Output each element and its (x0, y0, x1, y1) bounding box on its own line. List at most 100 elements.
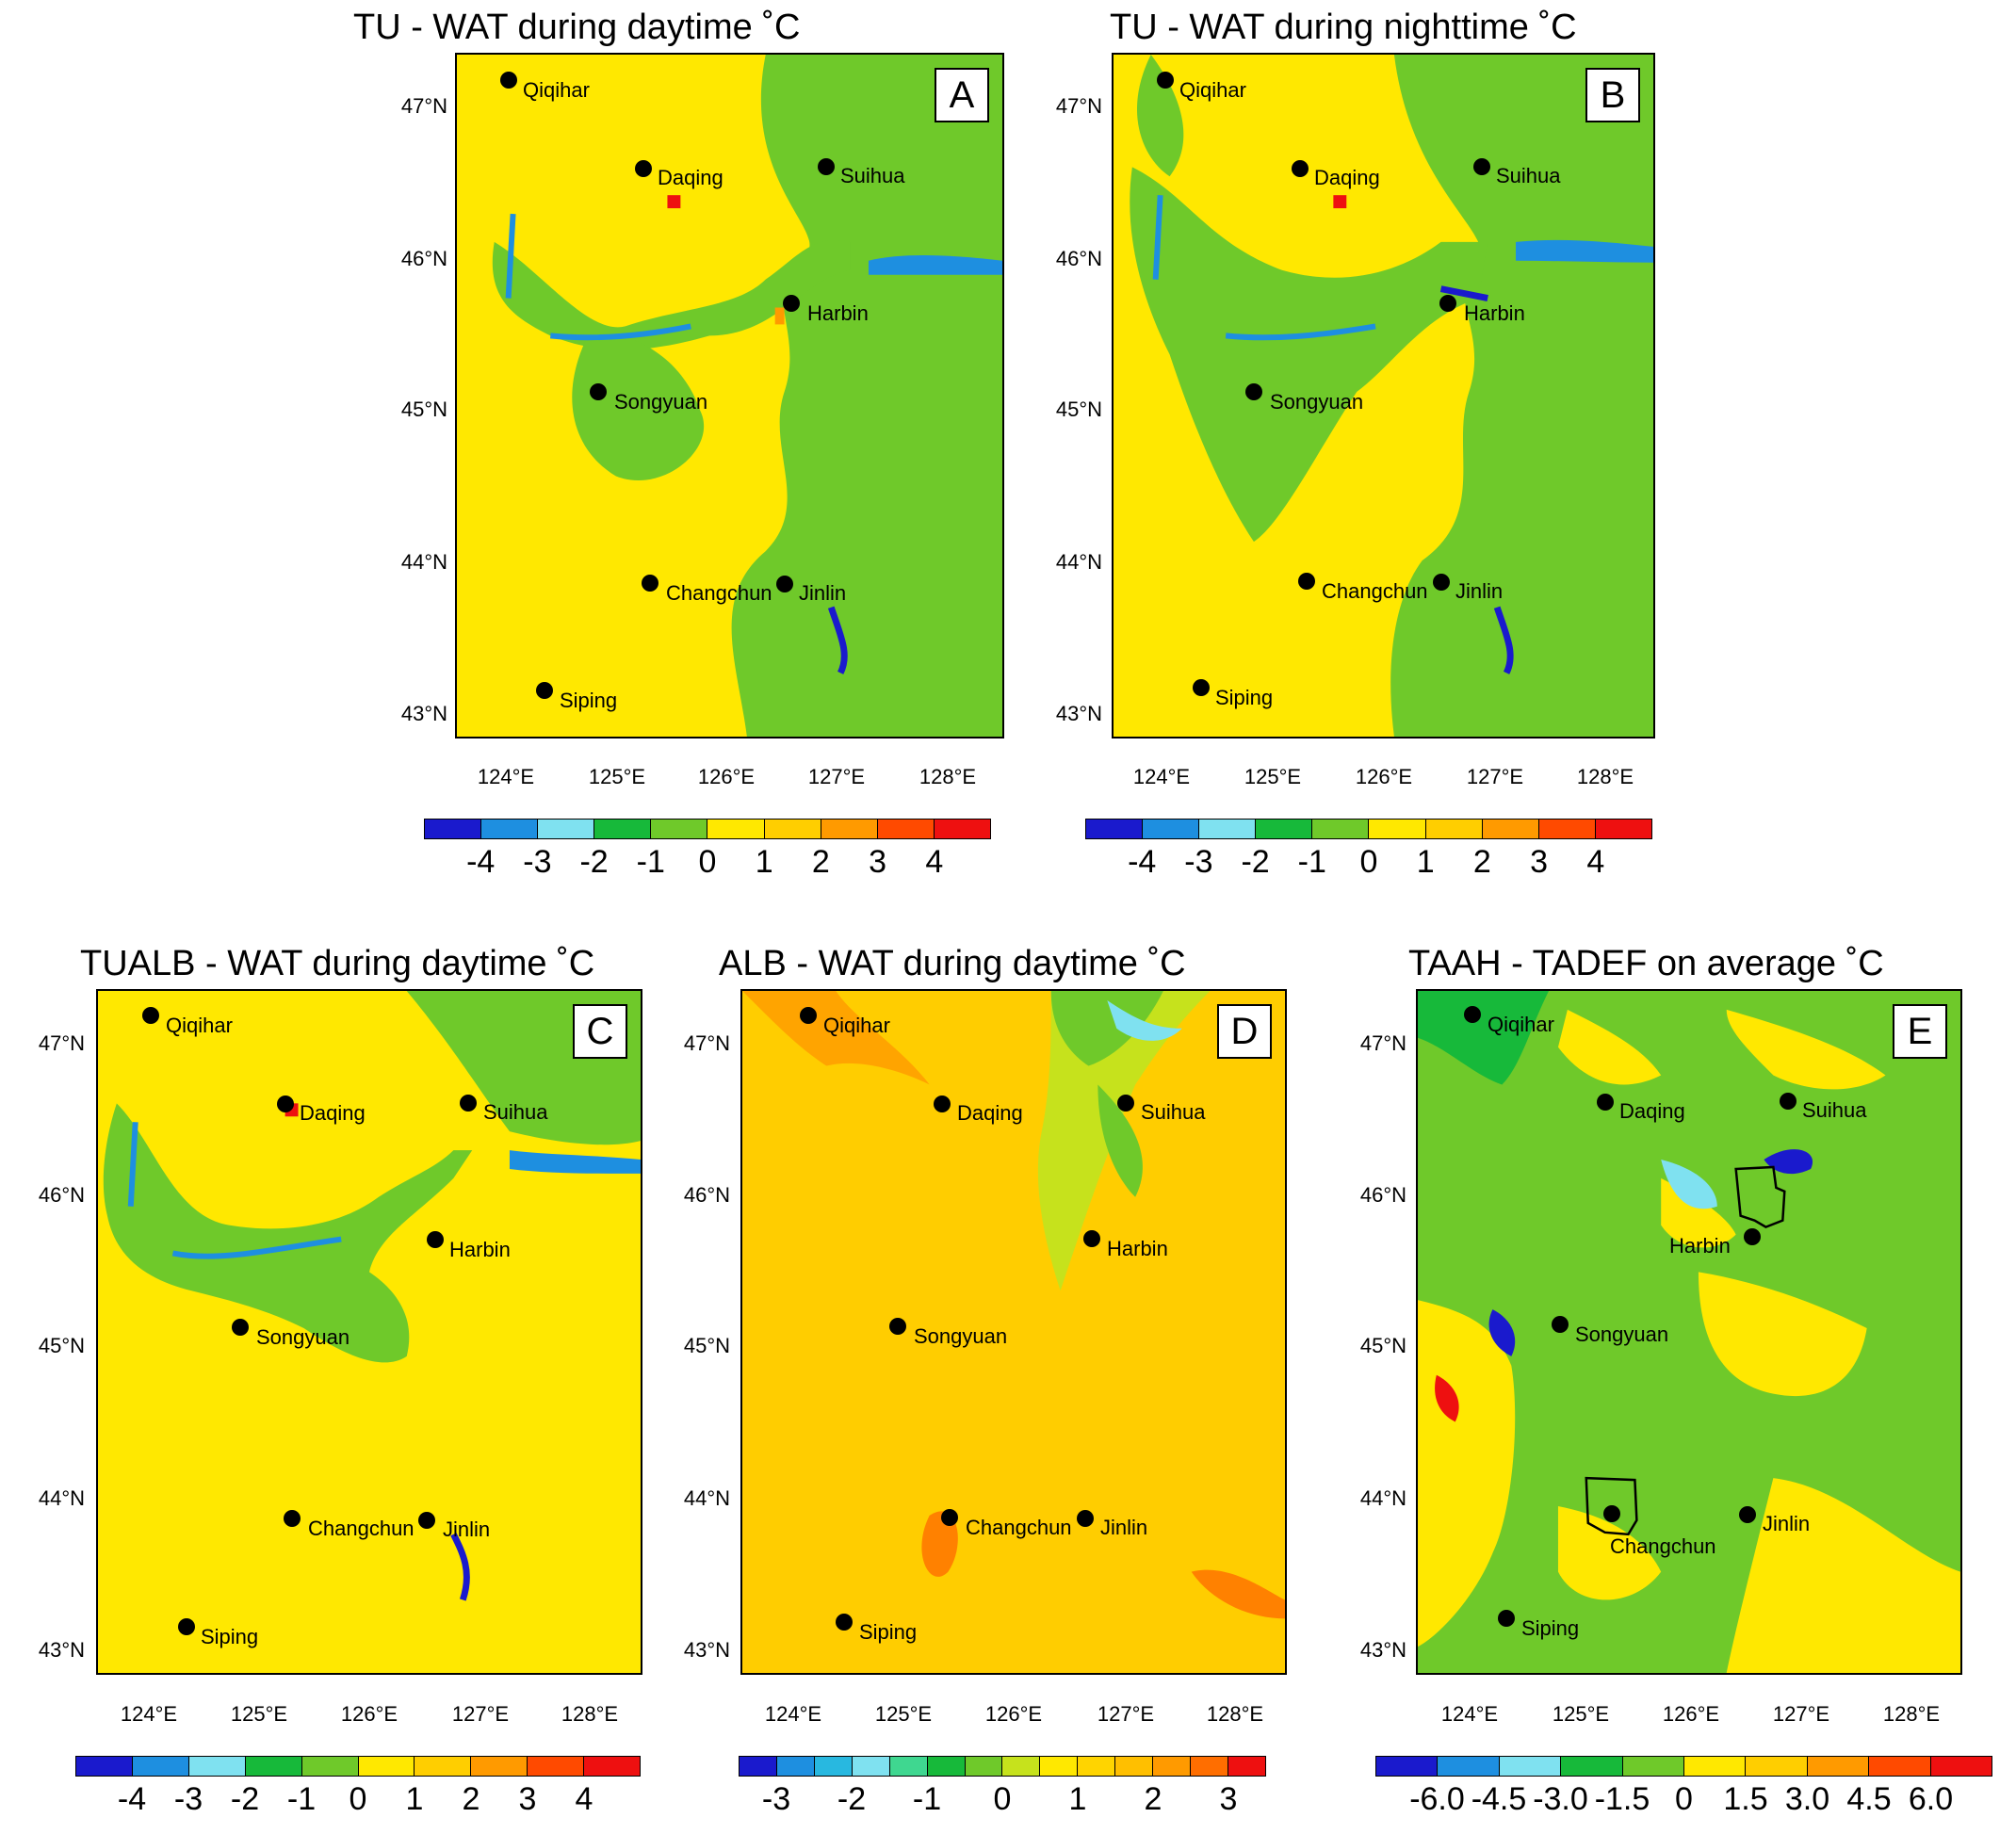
colorbar-swatch (877, 820, 935, 838)
colorbar-swatch (1376, 1757, 1439, 1776)
city-dot (836, 1614, 853, 1631)
colorbar-swatch (1191, 1757, 1228, 1776)
colorbar-label: -4 (117, 1781, 147, 1817)
lon-label: 126°E (697, 765, 756, 788)
city-label: Jinlin (443, 1518, 491, 1541)
city-dot (1498, 1610, 1515, 1627)
city-dot (418, 1512, 435, 1529)
city-dot (1439, 295, 1456, 312)
city-label: Changchun (308, 1517, 415, 1540)
city-label: Songyuan (1270, 390, 1364, 414)
colorbar-swatch (889, 1757, 928, 1776)
city-dot (1739, 1506, 1756, 1523)
colorbar-swatch (764, 820, 821, 838)
city-label: Daqing (300, 1101, 366, 1125)
colorbar-label: 0 (993, 1781, 1012, 1817)
colorbar-swatch (1153, 1757, 1192, 1776)
lon-label: 127°E (1097, 1702, 1155, 1726)
lon-label: 124°E (120, 1702, 178, 1726)
city-label: Jinlin (1100, 1516, 1148, 1539)
colorbar-label: 0 (1675, 1781, 1693, 1817)
city-dot (800, 1007, 817, 1024)
lon-label: 128°E (1576, 765, 1634, 788)
colorbar (1085, 819, 1652, 839)
colorbar-swatch (934, 820, 990, 838)
city-dot (1603, 1505, 1620, 1522)
colorbar-label: -4 (1128, 844, 1157, 880)
colorbar-swatch (1369, 820, 1426, 838)
city-label: Qiqihar (166, 1014, 233, 1037)
lat-label: 47°N (1055, 94, 1102, 118)
city-label: Daqing (658, 166, 723, 189)
city-dot (1245, 383, 1262, 400)
city-dot (889, 1318, 906, 1335)
colorbar-label: 2 (811, 844, 830, 880)
colorbar-swatch (1040, 1757, 1079, 1776)
lon-label: 126°E (340, 1702, 398, 1726)
city-label: Jinlin (1455, 579, 1504, 603)
city-dot (1744, 1228, 1761, 1245)
lat-label: 44°N (400, 550, 447, 574)
city-dot (934, 1096, 951, 1112)
colorbar-labels: -4 -3 -2 -1 0 1 2 3 4 (1085, 844, 1652, 885)
lon-label: 125°E (874, 1702, 933, 1726)
colorbar-swatch (821, 820, 878, 838)
colorbar-swatch (301, 1757, 359, 1776)
lat-label: 44°N (1359, 1486, 1406, 1510)
lat-label: 47°N (38, 1031, 85, 1055)
temperature-field (1114, 55, 1653, 737)
lon-label: 124°E (477, 765, 535, 788)
city-label: Songyuan (914, 1324, 1008, 1348)
map-area: C (96, 989, 642, 1675)
panel-title: TU - WAT during daytime ˚C (353, 8, 801, 47)
city-label: Songyuan (1575, 1323, 1669, 1346)
temperature-field (742, 991, 1285, 1673)
colorbar-swatch (76, 1757, 133, 1776)
temperature-field (98, 991, 641, 1673)
colorbar-label: 1.5 (1723, 1781, 1768, 1817)
city-label: Jinlin (1763, 1512, 1811, 1535)
colorbar (75, 1756, 641, 1777)
city-dot (1298, 573, 1315, 590)
panel-letter: E (1893, 1004, 1947, 1059)
colorbar-label: 2 (1472, 844, 1491, 880)
city-label: Songyuan (256, 1325, 350, 1349)
lon-label: 128°E (919, 765, 977, 788)
panel-b: TU - WAT during nighttime ˚C B 47°N 46°N… (0, 0, 2016, 904)
lat-label: 47°N (400, 94, 447, 118)
map-area: B (1112, 53, 1655, 738)
colorbar-swatch (1143, 820, 1200, 838)
city-dot (1597, 1094, 1614, 1111)
lat-label: 46°N (400, 247, 447, 270)
city-dot (178, 1618, 195, 1635)
lat-label: 43°N (400, 702, 447, 725)
lat-label: 43°N (683, 1638, 730, 1662)
lat-label: 45°N (400, 398, 447, 421)
city-dot (1780, 1093, 1797, 1110)
lat-label: 46°N (1055, 247, 1102, 270)
colorbar-label: 4 (925, 844, 944, 880)
panel-letter: A (935, 68, 989, 122)
colorbar-swatch (1312, 820, 1370, 838)
colorbar-swatch (1227, 1757, 1265, 1776)
colorbar-label: -1.5 (1594, 1781, 1650, 1817)
colorbar-swatch (1078, 1757, 1116, 1776)
lon-label: 127°E (451, 1702, 510, 1726)
city-label: Harbin (449, 1238, 511, 1261)
colorbar-swatch (245, 1757, 302, 1776)
panel-letter: B (1585, 68, 1640, 122)
colorbar-swatch (1561, 1757, 1623, 1776)
lat-label: 44°N (683, 1486, 730, 1510)
city-dot (1464, 1006, 1481, 1023)
city-dot (1193, 679, 1210, 696)
city-label: Qiqihar (1488, 1013, 1554, 1036)
colorbar-label: 4 (575, 1781, 593, 1817)
map-area: E (1416, 989, 1962, 1675)
colorbar-swatch (707, 820, 765, 838)
colorbar-labels: -3 -2 -1 0 1 2 3 (739, 1781, 1266, 1823)
city-label: Daqing (1619, 1099, 1685, 1123)
colorbar-swatch (538, 820, 595, 838)
city-dot (460, 1095, 477, 1112)
